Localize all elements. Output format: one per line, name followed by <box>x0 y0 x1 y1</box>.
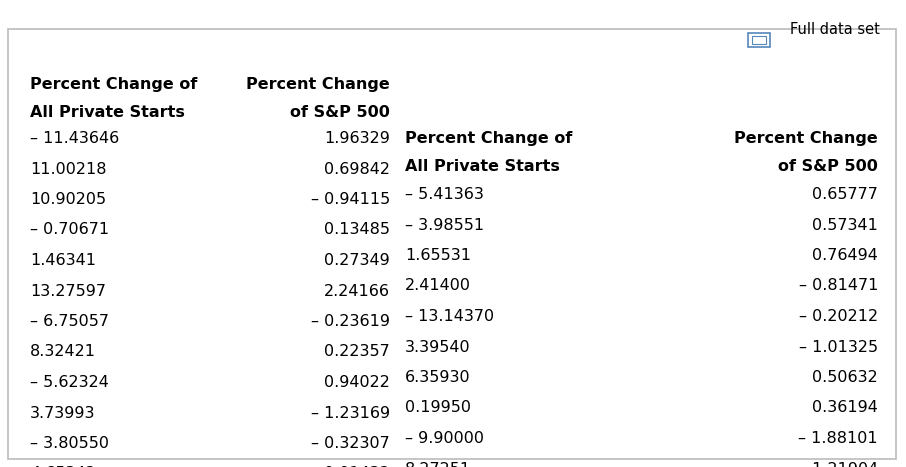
Text: – 0.81471: – 0.81471 <box>798 278 878 293</box>
Text: Percent Change: Percent Change <box>246 77 390 92</box>
Text: – 6.75057: – 6.75057 <box>30 314 109 329</box>
Text: – 0.23619: – 0.23619 <box>311 314 390 329</box>
Text: Percent Change of: Percent Change of <box>30 77 198 92</box>
FancyBboxPatch shape <box>8 29 896 459</box>
Text: 2.41400: 2.41400 <box>405 278 471 293</box>
Text: Percent Change: Percent Change <box>734 131 878 146</box>
Text: – 0.70671: – 0.70671 <box>30 222 109 238</box>
Text: – 13.14370: – 13.14370 <box>405 309 494 324</box>
Text: 0.19950: 0.19950 <box>405 401 471 416</box>
Text: All Private Starts: All Private Starts <box>405 159 560 174</box>
Text: 1.65531: 1.65531 <box>405 248 471 263</box>
Text: 1.46341: 1.46341 <box>30 253 96 268</box>
FancyBboxPatch shape <box>748 33 770 47</box>
Text: – 1.01325: – 1.01325 <box>799 340 878 354</box>
Text: 0.94022: 0.94022 <box>324 375 390 390</box>
Text: 0.69842: 0.69842 <box>324 162 390 177</box>
Text: 0.76494: 0.76494 <box>812 248 878 263</box>
Text: 8.27251: 8.27251 <box>405 461 471 467</box>
Text: – 3.80550: – 3.80550 <box>30 436 109 451</box>
Text: 11.00218: 11.00218 <box>30 162 107 177</box>
Text: – 5.41363: – 5.41363 <box>405 187 484 202</box>
Text: – 5.62324: – 5.62324 <box>30 375 109 390</box>
Text: of S&P 500: of S&P 500 <box>290 105 390 120</box>
Text: 6.35930: 6.35930 <box>405 370 470 385</box>
Text: 1.96329: 1.96329 <box>324 131 390 146</box>
Text: of S&P 500: of S&P 500 <box>778 159 878 174</box>
Text: All Private Starts: All Private Starts <box>30 105 185 120</box>
Text: – 1.23169: – 1.23169 <box>311 405 390 420</box>
Text: – 11.43646: – 11.43646 <box>30 131 120 146</box>
Text: – 0.20212: – 0.20212 <box>799 309 878 324</box>
Text: – 1.21904: – 1.21904 <box>799 461 878 467</box>
Text: Full data set: Full data set <box>790 22 880 37</box>
Text: 0.65777: 0.65777 <box>812 187 878 202</box>
FancyBboxPatch shape <box>752 36 766 44</box>
Text: 0.57341: 0.57341 <box>812 218 878 233</box>
Text: – 0.94115: – 0.94115 <box>311 192 390 207</box>
Text: 0.22357: 0.22357 <box>324 345 390 360</box>
Text: 0.27349: 0.27349 <box>324 253 390 268</box>
Text: – 1.88101: – 1.88101 <box>798 431 878 446</box>
Text: 0.50632: 0.50632 <box>813 370 878 385</box>
Text: – 9.90000: – 9.90000 <box>405 431 484 446</box>
Text: – 3.98551: – 3.98551 <box>405 218 484 233</box>
Text: 0.13485: 0.13485 <box>324 222 390 238</box>
Text: 3.39540: 3.39540 <box>405 340 470 354</box>
Text: 13.27597: 13.27597 <box>30 283 106 298</box>
Text: 8.32421: 8.32421 <box>30 345 96 360</box>
Text: Percent Change of: Percent Change of <box>405 131 573 146</box>
Text: 0.36194: 0.36194 <box>812 401 878 416</box>
Text: – 0.32307: – 0.32307 <box>312 436 390 451</box>
Text: 10.90205: 10.90205 <box>30 192 106 207</box>
Text: 2.24166: 2.24166 <box>324 283 390 298</box>
Text: 3.73993: 3.73993 <box>30 405 95 420</box>
